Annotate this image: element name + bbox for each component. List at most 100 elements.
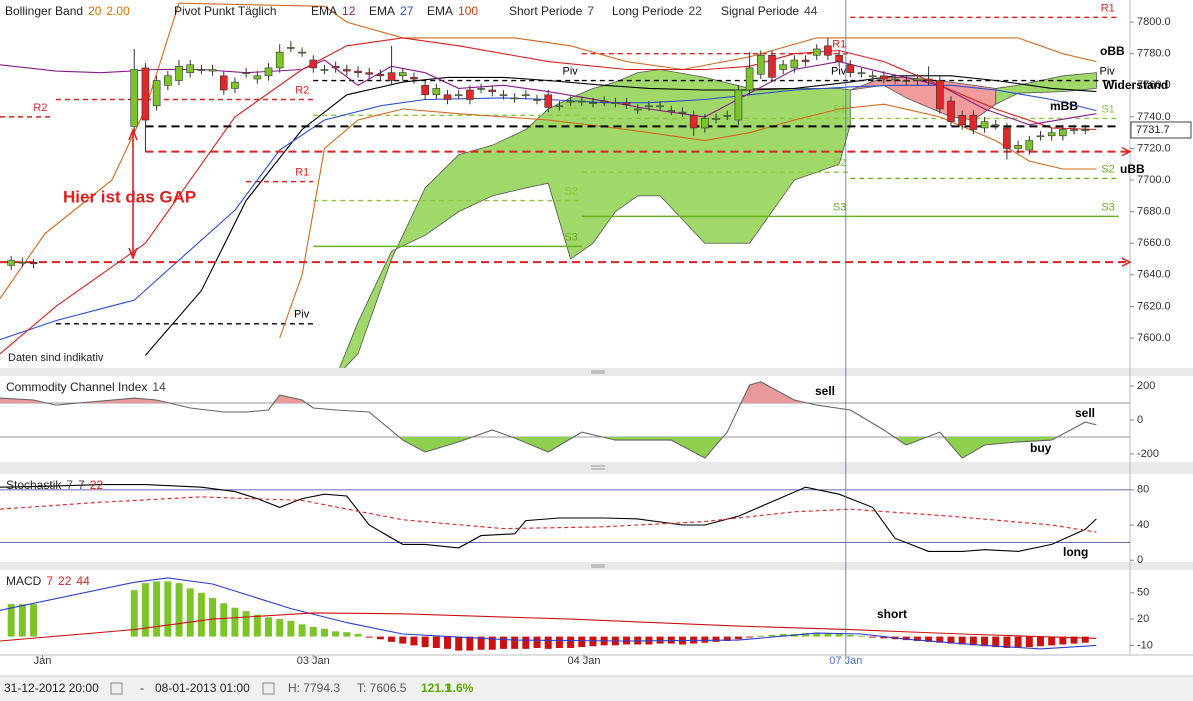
histogram-bar bbox=[432, 636, 440, 648]
candle-body bbox=[790, 59, 799, 69]
title-text: Bollinger Band bbox=[5, 4, 83, 18]
histogram-bar bbox=[499, 636, 507, 649]
candle-body bbox=[343, 69, 351, 72]
candle-body bbox=[555, 105, 564, 108]
candle-body bbox=[488, 89, 497, 92]
candle-body bbox=[924, 78, 933, 81]
title-param: 22 bbox=[58, 574, 72, 588]
title-param: 7 bbox=[587, 4, 594, 18]
footer-separator: - bbox=[140, 681, 144, 695]
histogram-bar bbox=[309, 626, 317, 637]
footer-change-pct: 1.6% bbox=[446, 681, 474, 695]
candle-body bbox=[1070, 129, 1078, 131]
histogram-bar bbox=[555, 636, 563, 648]
footer-from: 31-12-2012 20:00 bbox=[4, 681, 99, 695]
candle-body bbox=[354, 70, 362, 73]
calendar-icon[interactable] bbox=[262, 682, 275, 695]
pivot-label: R1 bbox=[832, 39, 846, 51]
oversold-fill bbox=[0, 437, 1097, 459]
pivot-label: Piv bbox=[831, 65, 847, 77]
histogram-bar bbox=[511, 636, 519, 649]
histogram-bar bbox=[936, 636, 944, 643]
candle-body bbox=[443, 94, 452, 100]
title-text: Long Periode bbox=[612, 4, 684, 18]
indicator-line bbox=[279, 103, 1097, 339]
candle-body bbox=[645, 105, 653, 108]
histogram-bar bbox=[544, 636, 552, 649]
pivot-label: Piv bbox=[294, 309, 310, 321]
footer-high: H: 7794.3 bbox=[288, 681, 340, 695]
candle-body bbox=[991, 124, 1000, 127]
candle-body bbox=[779, 64, 787, 70]
title-param: 12 bbox=[342, 4, 356, 18]
candle-body bbox=[1081, 129, 1090, 131]
y-tick-label: 7760.0 bbox=[1137, 79, 1171, 91]
candle-body bbox=[398, 72, 407, 77]
pivot-label: S2 bbox=[1101, 163, 1114, 175]
histogram-bar bbox=[343, 632, 351, 637]
title-text: Stochastik bbox=[6, 478, 62, 492]
level-arrow bbox=[1121, 146, 1132, 157]
histogram-bar bbox=[913, 636, 921, 641]
y-tick-label: 7780.0 bbox=[1137, 48, 1171, 60]
histogram-bar bbox=[768, 634, 776, 637]
candle-body bbox=[656, 105, 664, 108]
panel-separator bbox=[0, 462, 1193, 474]
histogram-bar bbox=[969, 636, 977, 646]
panel-separator bbox=[0, 368, 1193, 376]
candle-body bbox=[1047, 132, 1056, 137]
histogram-bar bbox=[992, 636, 1000, 648]
histogram-bar bbox=[197, 592, 205, 637]
candle-body bbox=[812, 48, 821, 56]
histogram-bar bbox=[265, 617, 273, 637]
candle-body bbox=[253, 75, 262, 80]
histogram-bar bbox=[466, 636, 474, 651]
candle-body bbox=[1003, 127, 1011, 149]
candle-body bbox=[287, 47, 295, 49]
candle-body bbox=[387, 72, 396, 81]
histogram-bar bbox=[522, 636, 530, 649]
histogram-bar bbox=[320, 628, 328, 637]
histogram-bar bbox=[835, 633, 843, 637]
histogram-bar bbox=[1059, 636, 1067, 645]
histogram-bar bbox=[712, 636, 720, 642]
calendar-icon[interactable] bbox=[110, 682, 123, 695]
candle-body bbox=[566, 100, 575, 103]
histogram-bar bbox=[813, 633, 821, 637]
title-param: 7 bbox=[46, 574, 53, 588]
panel-title: Stochastik 7 7 22 bbox=[6, 478, 103, 492]
histogram-bar bbox=[723, 636, 731, 641]
candle-body bbox=[600, 100, 608, 103]
panel-title: Bollinger Band 20 2.00 bbox=[5, 4, 130, 18]
y-tick-label: 7680.0 bbox=[1137, 206, 1171, 218]
title-text: Signal Periode bbox=[721, 4, 799, 18]
candle-body bbox=[835, 54, 843, 62]
candle-body bbox=[801, 59, 810, 62]
histogram-bar bbox=[175, 583, 183, 637]
candle-body bbox=[846, 64, 855, 73]
candle-body bbox=[533, 99, 541, 101]
histogram-bar bbox=[354, 633, 362, 637]
x-tick-label: 03 Jan bbox=[297, 655, 330, 667]
plot-area bbox=[0, 484, 1130, 552]
y-tick-label: 7800.0 bbox=[1137, 16, 1171, 28]
price-tag bbox=[1130, 121, 1192, 139]
candle-body bbox=[499, 94, 508, 97]
price-tag-label: 7731.7 bbox=[1136, 124, 1170, 136]
title-param: 27 bbox=[400, 4, 414, 18]
footer-change: 121.1 bbox=[421, 681, 451, 695]
histogram-bar bbox=[567, 636, 575, 648]
histogram-bar bbox=[1048, 636, 1056, 646]
histogram-bar bbox=[1025, 636, 1033, 648]
histogram-bar bbox=[1070, 636, 1078, 644]
histogram-bar bbox=[701, 636, 709, 643]
title-text: Commodity Channel Index bbox=[6, 380, 147, 394]
histogram-bar bbox=[981, 636, 989, 647]
histogram-bar bbox=[533, 636, 541, 648]
candle-body bbox=[298, 51, 306, 54]
histogram-bar bbox=[253, 614, 261, 637]
panel-title: EMA 100 bbox=[427, 4, 478, 18]
histogram-bar bbox=[18, 604, 26, 637]
y-tick-label: -200 bbox=[1137, 448, 1159, 460]
histogram-bar bbox=[242, 611, 250, 637]
